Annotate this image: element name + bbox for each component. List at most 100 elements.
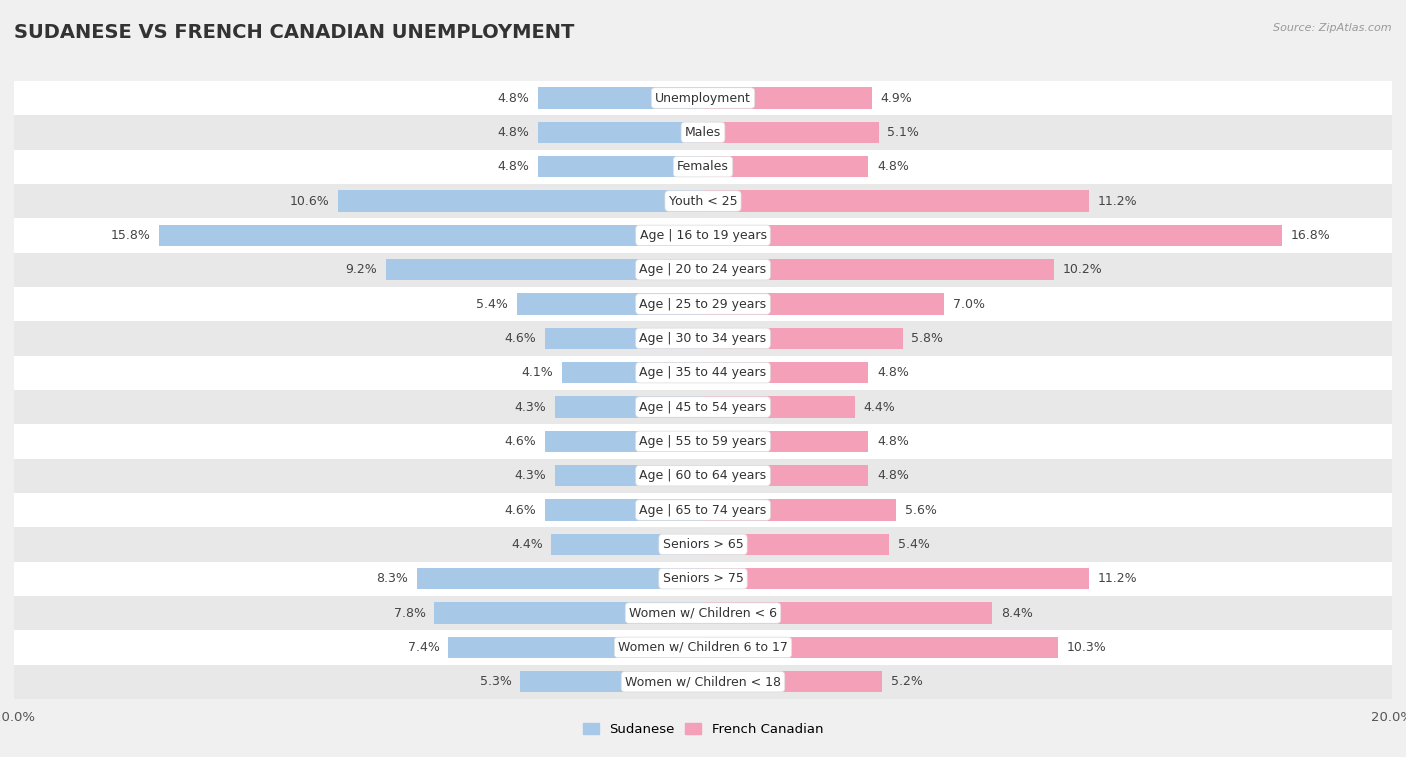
Text: 10.2%: 10.2% [1063, 263, 1102, 276]
Text: 10.6%: 10.6% [290, 195, 329, 207]
Text: SUDANESE VS FRENCH CANADIAN UNEMPLOYMENT: SUDANESE VS FRENCH CANADIAN UNEMPLOYMENT [14, 23, 575, 42]
Text: 16.8%: 16.8% [1291, 229, 1330, 241]
Text: 4.8%: 4.8% [877, 366, 908, 379]
Text: Youth < 25: Youth < 25 [669, 195, 737, 207]
Text: Age | 45 to 54 years: Age | 45 to 54 years [640, 400, 766, 413]
Bar [418, 568, 703, 590]
Text: 11.2%: 11.2% [1098, 572, 1137, 585]
Bar [14, 665, 1392, 699]
Bar [537, 156, 703, 177]
Text: Unemployment: Unemployment [655, 92, 751, 104]
Text: Age | 55 to 59 years: Age | 55 to 59 years [640, 435, 766, 448]
Text: 4.3%: 4.3% [515, 469, 547, 482]
Text: Seniors > 65: Seniors > 65 [662, 538, 744, 551]
Legend: Sudanese, French Canadian: Sudanese, French Canadian [578, 718, 828, 741]
Text: 4.9%: 4.9% [880, 92, 912, 104]
Bar [703, 603, 993, 624]
Bar [703, 294, 945, 315]
Bar [703, 568, 1088, 590]
Bar [703, 362, 869, 383]
Bar [337, 190, 703, 212]
Bar [14, 493, 1392, 527]
Text: 4.3%: 4.3% [515, 400, 547, 413]
Text: Age | 60 to 64 years: Age | 60 to 64 years [640, 469, 766, 482]
Bar [14, 562, 1392, 596]
Bar [14, 630, 1392, 665]
Text: Age | 25 to 29 years: Age | 25 to 29 years [640, 298, 766, 310]
Bar [14, 253, 1392, 287]
Bar [434, 603, 703, 624]
Text: 5.4%: 5.4% [897, 538, 929, 551]
Text: Age | 16 to 19 years: Age | 16 to 19 years [640, 229, 766, 241]
Text: 4.8%: 4.8% [498, 126, 529, 139]
Text: 7.8%: 7.8% [394, 606, 426, 619]
Text: 4.6%: 4.6% [505, 503, 536, 516]
Bar [703, 500, 896, 521]
Bar [14, 218, 1392, 253]
Text: Age | 65 to 74 years: Age | 65 to 74 years [640, 503, 766, 516]
Bar [537, 87, 703, 109]
Bar [14, 459, 1392, 493]
Bar [387, 259, 703, 280]
Bar [703, 122, 879, 143]
Text: 5.6%: 5.6% [904, 503, 936, 516]
Text: Age | 35 to 44 years: Age | 35 to 44 years [640, 366, 766, 379]
Bar [449, 637, 703, 658]
Text: 4.8%: 4.8% [498, 160, 529, 173]
Text: Age | 30 to 34 years: Age | 30 to 34 years [640, 332, 766, 345]
Bar [14, 184, 1392, 218]
Text: 4.6%: 4.6% [505, 332, 536, 345]
Bar [703, 87, 872, 109]
Text: Source: ZipAtlas.com: Source: ZipAtlas.com [1274, 23, 1392, 33]
Bar [703, 328, 903, 349]
Text: Age | 20 to 24 years: Age | 20 to 24 years [640, 263, 766, 276]
Text: 4.6%: 4.6% [505, 435, 536, 448]
Text: 5.3%: 5.3% [479, 675, 512, 688]
Bar [14, 527, 1392, 562]
Text: 5.2%: 5.2% [891, 675, 922, 688]
Text: 4.8%: 4.8% [877, 469, 908, 482]
Bar [703, 431, 869, 452]
Text: 4.4%: 4.4% [863, 400, 896, 413]
Bar [562, 362, 703, 383]
Text: 5.8%: 5.8% [911, 332, 943, 345]
Bar [703, 637, 1057, 658]
Bar [703, 225, 1282, 246]
Bar [703, 397, 855, 418]
Bar [14, 424, 1392, 459]
Bar [703, 190, 1088, 212]
Bar [14, 390, 1392, 424]
Text: Males: Males [685, 126, 721, 139]
Text: 11.2%: 11.2% [1098, 195, 1137, 207]
Text: 4.4%: 4.4% [510, 538, 543, 551]
Bar [517, 294, 703, 315]
Text: 5.1%: 5.1% [887, 126, 920, 139]
Bar [703, 671, 882, 693]
Text: 7.4%: 7.4% [408, 641, 440, 654]
Text: Females: Females [678, 160, 728, 173]
Text: Seniors > 75: Seniors > 75 [662, 572, 744, 585]
Text: 9.2%: 9.2% [346, 263, 377, 276]
Bar [555, 397, 703, 418]
Bar [703, 259, 1054, 280]
Bar [551, 534, 703, 555]
Bar [555, 465, 703, 486]
Bar [14, 287, 1392, 321]
Text: 4.1%: 4.1% [522, 366, 553, 379]
Text: Women w/ Children 6 to 17: Women w/ Children 6 to 17 [619, 641, 787, 654]
Text: 8.4%: 8.4% [1001, 606, 1033, 619]
Text: 15.8%: 15.8% [110, 229, 150, 241]
Text: Women w/ Children < 18: Women w/ Children < 18 [626, 675, 780, 688]
Bar [703, 534, 889, 555]
Bar [537, 122, 703, 143]
Bar [14, 321, 1392, 356]
Text: 4.8%: 4.8% [877, 435, 908, 448]
Bar [520, 671, 703, 693]
Text: 5.4%: 5.4% [477, 298, 509, 310]
Bar [14, 150, 1392, 184]
Text: Women w/ Children < 6: Women w/ Children < 6 [628, 606, 778, 619]
Text: 10.3%: 10.3% [1066, 641, 1107, 654]
Text: 7.0%: 7.0% [953, 298, 984, 310]
Bar [14, 356, 1392, 390]
Bar [14, 81, 1392, 115]
